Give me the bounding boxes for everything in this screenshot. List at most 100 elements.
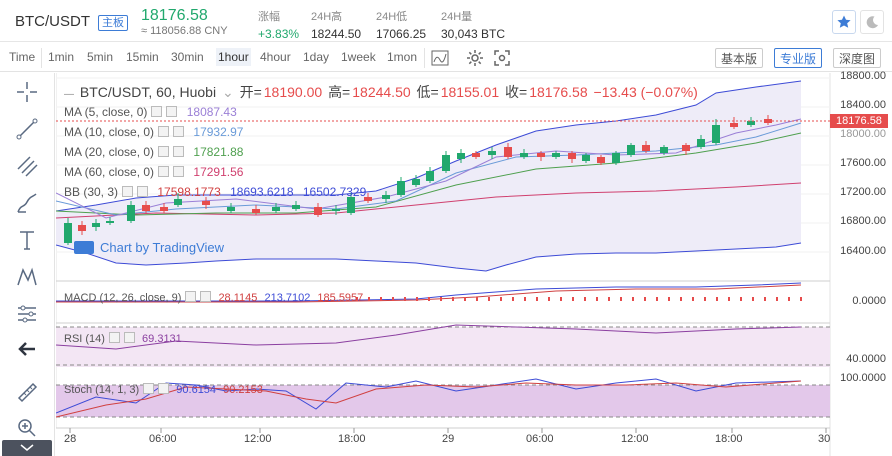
ma60-legend[interactable]: MA (60, close, 0) 17291.56 (64, 165, 244, 179)
crosshair-icon[interactable] (14, 79, 40, 105)
tf-4hour[interactable]: 4hour (260, 50, 291, 64)
candle (442, 155, 450, 171)
tf-1week[interactable]: 1week (341, 50, 376, 64)
tradingview-watermark[interactable]: Chart by TradingView (74, 240, 224, 255)
candle (747, 121, 755, 125)
x-tick: 18:00 (715, 433, 743, 445)
fib-channel-icon[interactable] (14, 153, 40, 179)
view-pro-button[interactable]: 专业版 (774, 48, 823, 68)
x-tick: 18:00 (338, 433, 366, 445)
text-tool-icon[interactable] (14, 227, 40, 253)
macd-histogram-bar (500, 297, 502, 301)
candle (127, 205, 135, 221)
x-tick: 28 (64, 433, 77, 445)
tf-time[interactable]: Time (9, 50, 36, 64)
candle (64, 223, 72, 243)
stoch-y-tick: 100.0000 (840, 372, 886, 384)
y-tick: 18800.00 (840, 70, 886, 82)
low-value: 18155.01 (440, 84, 500, 100)
macd-histogram-bar (416, 297, 418, 301)
chart-canvas[interactable] (55, 73, 892, 456)
candle (520, 153, 528, 157)
candle (314, 207, 322, 215)
rsi-legend[interactable]: RSI (14) 69.3131 (64, 332, 182, 345)
favorite-button[interactable] (832, 10, 856, 34)
macd-histogram-bar (776, 297, 778, 301)
price-chart[interactable]: — BTC/USDT, 60, Huobi ⌄ 开= 18190.00 高= 182… (55, 70, 892, 456)
prediction-icon[interactable] (14, 301, 40, 327)
theme-toggle-button[interactable] (860, 10, 884, 34)
ruler-icon[interactable] (14, 379, 40, 405)
screenshot-icon[interactable] (492, 48, 512, 68)
arrow-left-icon[interactable] (14, 336, 40, 362)
macd-histogram-bar (404, 297, 406, 301)
tf-15min[interactable]: 15min (126, 50, 159, 64)
candle (597, 157, 605, 163)
pattern-icon[interactable] (14, 264, 40, 290)
divider (424, 48, 425, 68)
view-depth-button[interactable]: 深度图 (833, 48, 882, 68)
tf-1min[interactable]: 1min (48, 50, 75, 64)
candle (142, 205, 150, 211)
chart-title: BTC/USDT, 60, Huobi (79, 84, 217, 100)
y-tick: 16800.00 (840, 215, 886, 227)
expand-tools-button[interactable] (2, 440, 52, 456)
tf-1hour[interactable]: 1hour (216, 48, 251, 66)
candle (252, 209, 260, 213)
cny-price: ≈ 118056.88 CNY (141, 25, 228, 37)
macd-legend[interactable]: MACD (12, 26, close, 9) 28.1145 213.7102… (64, 291, 364, 304)
macd-histogram-bar (428, 297, 430, 301)
brush-icon[interactable] (14, 190, 40, 216)
settings-icon[interactable] (465, 48, 485, 68)
tf-1mon[interactable]: 1mon (387, 50, 418, 64)
rsi-y-tick: 40.0000 (846, 353, 886, 365)
chevron-down-icon (20, 444, 34, 451)
tf-30min[interactable]: 30min (171, 50, 204, 64)
candle (612, 153, 620, 163)
macd-histogram-bar (716, 297, 718, 301)
view-basic-button[interactable]: 基本版 (715, 48, 764, 68)
market-header: BTC/USDT 主板 18176.58 ≈ 118056.88 CNY 涨幅 +… (0, 0, 892, 42)
stoch-legend[interactable]: Stoch (14, 1, 3) 90.6154 90.2153 (64, 383, 263, 396)
candle (174, 199, 182, 205)
macd-histogram-bar (524, 297, 526, 301)
tf-1day[interactable]: 1day (303, 50, 330, 64)
open-value: 18190.00 (263, 84, 323, 100)
ma10-legend[interactable]: MA (10, close, 0) 17932.97 (64, 125, 244, 139)
candle (382, 195, 390, 199)
macd-histogram-bar (452, 297, 454, 301)
macd-histogram-bar (392, 297, 394, 301)
tradingview-logo-icon (74, 241, 94, 254)
macd-histogram-bar (632, 297, 634, 301)
stat-low: 24H低 17066.25 (376, 11, 427, 41)
macd-histogram-bar (488, 297, 490, 301)
trend-line-icon[interactable] (14, 116, 40, 142)
candle (160, 207, 168, 211)
macd-histogram-bar (740, 297, 742, 301)
candle (582, 155, 590, 161)
rsi-band (56, 327, 830, 367)
zoom-in-icon[interactable] (14, 415, 40, 441)
stat-change: 涨幅 +3.83% (258, 11, 300, 41)
candle (697, 139, 705, 147)
ma5-legend[interactable]: MA (5, close, 0) 18087.43 (64, 105, 237, 119)
macd-histogram-bar (692, 297, 694, 301)
bollinger-lower-line (55, 242, 802, 272)
macd-histogram-bar (608, 297, 610, 301)
collapse-icon[interactable]: — (64, 89, 74, 100)
rsi-line (55, 324, 802, 350)
title-chevron-icon[interactable]: ⌄ (221, 84, 234, 100)
bb-legend[interactable]: BB (30, 3) 17598.1773 18693.6218 16502.7… (64, 185, 367, 199)
stat-volume: 24H量 30,043 BTC (441, 11, 506, 41)
ma20-legend[interactable]: MA (20, close, 0) 17821.88 (64, 145, 244, 159)
candle (552, 153, 560, 157)
y-tick: 17600.00 (840, 157, 886, 169)
macd-histogram-bar (800, 297, 802, 301)
tf-5min[interactable]: 5min (87, 50, 114, 64)
candle (347, 197, 355, 213)
candle (682, 145, 690, 151)
indicators-icon[interactable] (430, 48, 450, 68)
macd-histogram-bar (728, 297, 730, 301)
macd-histogram-bar (764, 297, 766, 301)
